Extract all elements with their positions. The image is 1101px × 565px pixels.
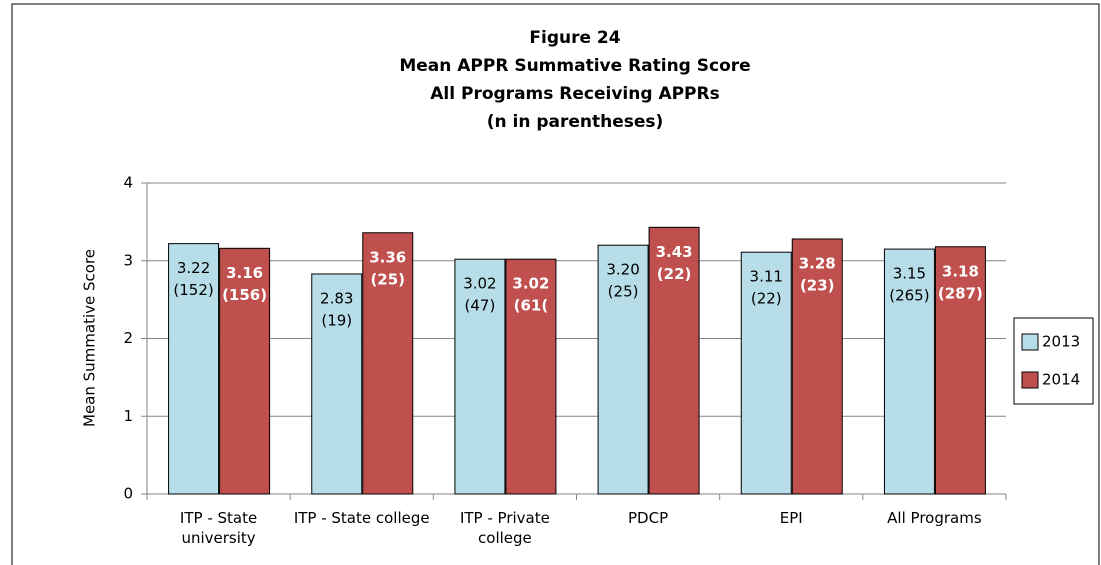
count-label: (25)	[370, 270, 405, 288]
chart-title: Figure 24	[529, 28, 620, 48]
count-label: (61(	[514, 297, 549, 315]
count-label: (19)	[321, 311, 352, 329]
x-tick-label-box: EPI	[779, 509, 803, 527]
bar	[883, 248, 935, 495]
legend-label: 2013	[1042, 333, 1080, 351]
bar	[362, 232, 414, 495]
value-label: 3.18	[942, 262, 979, 280]
bar	[505, 258, 557, 495]
x-tick-label-box: PDCP	[628, 509, 669, 527]
x-tick-label-box: ITP - Private college	[459, 509, 550, 547]
legend-swatch	[1021, 333, 1039, 351]
count-label: (265)	[889, 287, 929, 305]
x-tick-label-box: ITP - State university	[179, 509, 258, 547]
value-label: 2.83	[320, 289, 353, 307]
count-label: (287)	[938, 284, 983, 302]
count-label: (156)	[222, 286, 267, 304]
value-label: 3.43	[656, 243, 693, 261]
value-label: 3.15	[893, 265, 926, 283]
value-label: 3.22	[177, 259, 210, 277]
y-axis-label: Mean Summative Score	[81, 249, 99, 427]
x-tick-label: ITP - Private college	[459, 509, 550, 547]
bar	[740, 251, 792, 495]
value-label: 3.28	[799, 254, 836, 272]
chart-subtitle: (n in parentheses)	[487, 112, 664, 132]
count-label: (152)	[173, 281, 213, 299]
x-tick-label-box: ITP - State college	[293, 509, 430, 527]
bar	[311, 273, 363, 495]
legend-box	[1013, 317, 1094, 405]
count-label: (47)	[465, 297, 496, 315]
bar	[219, 247, 271, 495]
legend-label: 2014	[1042, 371, 1080, 389]
x-tick-label: All Programs	[887, 509, 982, 527]
y-tick-label: 1	[123, 407, 133, 425]
x-tick-label: EPI	[779, 509, 803, 527]
x-tick-label: ITP - State college	[293, 509, 430, 527]
x-tick-label-box: All Programs	[887, 509, 982, 527]
bar	[597, 244, 649, 495]
bar	[454, 258, 506, 495]
count-label: (25)	[608, 283, 639, 301]
y-tick-label: 2	[123, 329, 133, 347]
bar	[934, 246, 986, 495]
chart-subtitle: Mean APPR Summative Rating Score	[399, 56, 750, 76]
bar	[648, 226, 700, 495]
value-label: 3.16	[226, 264, 263, 282]
value-label: 3.11	[750, 268, 783, 286]
chart-subtitle: All Programs Receiving APPRs	[430, 84, 719, 104]
y-tick-label: 0	[123, 485, 133, 503]
bar	[168, 243, 220, 495]
value-label: 3.02	[512, 275, 549, 293]
y-tick-label: 3	[123, 251, 133, 269]
value-label: 3.36	[369, 248, 406, 266]
legend-swatch	[1021, 371, 1039, 389]
count-label: (22)	[657, 265, 692, 283]
x-tick-label: PDCP	[628, 509, 669, 527]
bar	[791, 238, 843, 495]
value-label: 3.02	[463, 275, 496, 293]
count-label: (23)	[800, 276, 835, 294]
count-label: (22)	[751, 290, 782, 308]
value-label: 3.20	[606, 261, 639, 279]
x-tick-label: ITP - State university	[179, 509, 258, 547]
y-tick-label: 4	[123, 174, 133, 192]
